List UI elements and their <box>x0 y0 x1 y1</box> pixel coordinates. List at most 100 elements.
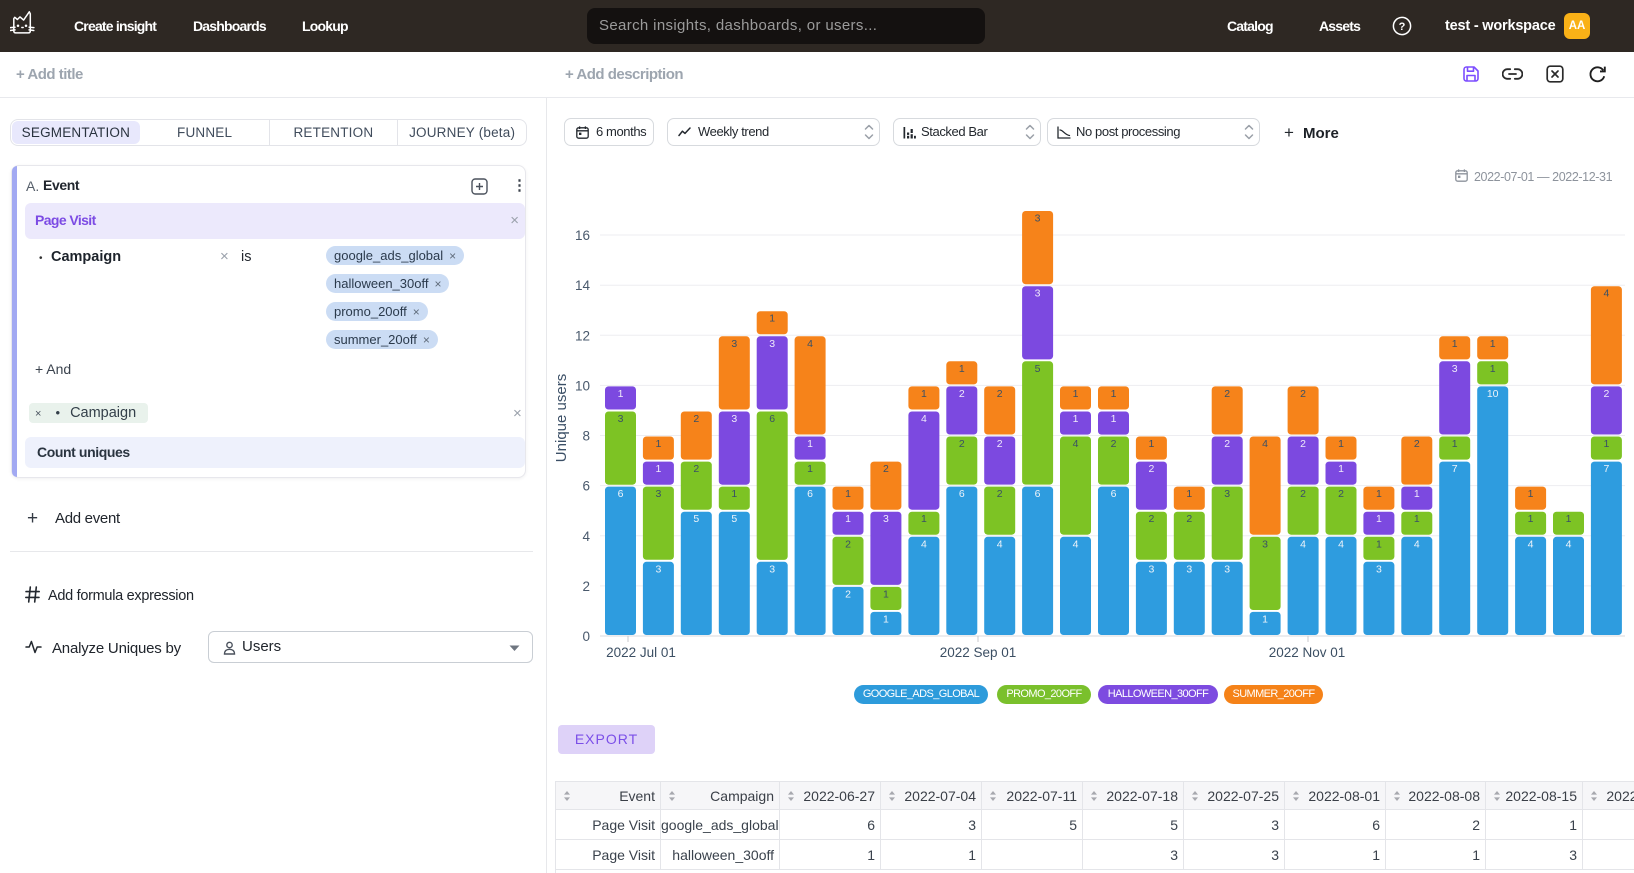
svg-text:4: 4 <box>1414 538 1420 550</box>
svg-text:7: 7 <box>1452 463 1458 475</box>
svg-text:3: 3 <box>618 413 624 425</box>
svg-text:1: 1 <box>655 438 661 450</box>
svg-text:3: 3 <box>769 563 775 575</box>
svg-text:2022 Sep 01: 2022 Sep 01 <box>940 645 1017 660</box>
svg-text:3: 3 <box>1376 563 1382 575</box>
svg-text:2: 2 <box>1111 438 1117 450</box>
svg-text:1: 1 <box>1452 338 1458 350</box>
svg-text:6: 6 <box>769 413 775 425</box>
svg-text:3: 3 <box>1035 213 1041 225</box>
svg-text:1: 1 <box>1528 488 1534 500</box>
svg-text:3: 3 <box>1186 563 1192 575</box>
svg-text:2: 2 <box>1300 488 1306 500</box>
svg-text:5: 5 <box>731 513 737 525</box>
svg-text:1: 1 <box>1111 388 1117 400</box>
svg-text:12: 12 <box>575 328 590 343</box>
svg-text:1: 1 <box>1148 438 1154 450</box>
svg-text:2: 2 <box>1300 388 1306 400</box>
svg-text:0: 0 <box>582 629 590 644</box>
svg-text:3: 3 <box>1224 488 1230 500</box>
svg-text:6: 6 <box>807 488 813 500</box>
svg-text:3: 3 <box>1452 363 1458 375</box>
svg-text:1: 1 <box>1376 538 1382 550</box>
svg-text:4: 4 <box>1338 538 1344 550</box>
svg-text:1: 1 <box>618 388 624 400</box>
svg-text:1: 1 <box>845 513 851 525</box>
svg-text:3: 3 <box>1224 563 1230 575</box>
svg-text:2: 2 <box>997 488 1003 500</box>
svg-text:2: 2 <box>959 438 965 450</box>
svg-text:4: 4 <box>1603 288 1609 300</box>
svg-text:3: 3 <box>1262 538 1268 550</box>
svg-text:2: 2 <box>997 388 1003 400</box>
svg-text:2: 2 <box>845 538 851 550</box>
svg-text:2: 2 <box>582 579 590 594</box>
svg-text:1: 1 <box>1338 438 1344 450</box>
svg-text:6: 6 <box>1035 488 1041 500</box>
svg-text:1: 1 <box>1338 463 1344 475</box>
svg-text:2: 2 <box>1186 513 1192 525</box>
svg-text:2: 2 <box>1224 438 1230 450</box>
svg-text:2: 2 <box>1148 513 1154 525</box>
svg-text:1: 1 <box>1186 488 1192 500</box>
svg-text:1: 1 <box>883 588 889 600</box>
svg-text:1: 1 <box>731 488 737 500</box>
svg-text:2: 2 <box>845 588 851 600</box>
svg-text:1: 1 <box>1528 513 1534 525</box>
svg-text:3: 3 <box>731 338 737 350</box>
svg-text:4: 4 <box>1073 538 1079 550</box>
svg-text:2: 2 <box>1224 388 1230 400</box>
svg-text:4: 4 <box>807 338 813 350</box>
svg-text:1: 1 <box>807 463 813 475</box>
svg-text:1: 1 <box>959 363 965 375</box>
svg-text:3: 3 <box>883 513 889 525</box>
svg-text:1: 1 <box>1452 438 1458 450</box>
svg-text:2: 2 <box>1148 463 1154 475</box>
svg-text:1: 1 <box>1566 513 1572 525</box>
svg-text:1: 1 <box>1603 438 1609 450</box>
svg-text:1: 1 <box>1262 613 1268 625</box>
svg-text:2: 2 <box>883 463 889 475</box>
svg-text:4: 4 <box>582 529 590 544</box>
svg-text:1: 1 <box>1111 413 1117 425</box>
svg-text:16: 16 <box>575 228 590 243</box>
svg-text:?: ? <box>1399 21 1406 33</box>
svg-text:3: 3 <box>655 488 661 500</box>
svg-text:6: 6 <box>618 488 624 500</box>
svg-text:1: 1 <box>1073 413 1079 425</box>
svg-text:3: 3 <box>655 563 661 575</box>
svg-text:1: 1 <box>921 388 927 400</box>
svg-text:1: 1 <box>1490 363 1496 375</box>
svg-text:3: 3 <box>769 338 775 350</box>
svg-text:8: 8 <box>582 429 590 444</box>
svg-text:2: 2 <box>1338 488 1344 500</box>
svg-text:2: 2 <box>1414 438 1420 450</box>
svg-text:10: 10 <box>1487 388 1499 400</box>
svg-text:4: 4 <box>1300 538 1306 550</box>
svg-text:1: 1 <box>1073 388 1079 400</box>
svg-text:5: 5 <box>693 513 699 525</box>
svg-text:3: 3 <box>1035 288 1041 300</box>
svg-text:1: 1 <box>1376 488 1382 500</box>
svg-text:6: 6 <box>959 488 965 500</box>
svg-text:3: 3 <box>731 413 737 425</box>
svg-text:4: 4 <box>1262 438 1268 450</box>
svg-text:3: 3 <box>1148 563 1154 575</box>
svg-text:4: 4 <box>1073 438 1079 450</box>
svg-text:1: 1 <box>845 488 851 500</box>
svg-text:1: 1 <box>883 613 889 625</box>
svg-text:Unique users: Unique users <box>553 374 570 462</box>
svg-text:5: 5 <box>1035 363 1041 375</box>
svg-text:2: 2 <box>1300 438 1306 450</box>
svg-text:1: 1 <box>1490 338 1496 350</box>
svg-text:2022 Jul 01: 2022 Jul 01 <box>606 645 676 660</box>
svg-text:4: 4 <box>1566 538 1572 550</box>
svg-text:7: 7 <box>1603 463 1609 475</box>
svg-text:1: 1 <box>807 438 813 450</box>
svg-text:2: 2 <box>959 388 965 400</box>
svg-text:4: 4 <box>997 538 1003 550</box>
svg-text:2: 2 <box>997 438 1003 450</box>
svg-text:1: 1 <box>921 513 927 525</box>
svg-text:4: 4 <box>921 413 927 425</box>
svg-text:2: 2 <box>1603 388 1609 400</box>
